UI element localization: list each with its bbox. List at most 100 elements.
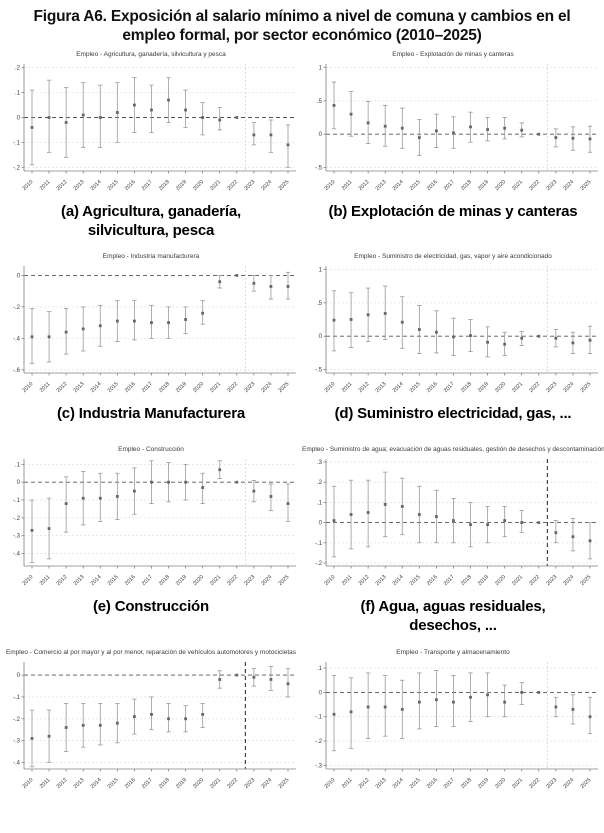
svg-text:0: 0 (17, 274, 21, 280)
svg-text:2012: 2012 (56, 574, 69, 587)
svg-text:2022: 2022 (528, 574, 541, 587)
svg-text:2025: 2025 (580, 179, 593, 192)
svg-text:-.2: -.2 (13, 717, 21, 723)
svg-text:2012: 2012 (56, 777, 69, 790)
svg-text:2010: 2010 (324, 777, 337, 790)
svg-text:0: 0 (319, 132, 323, 138)
svg-text:-.1: -.1 (13, 140, 21, 146)
svg-text:-.3: -.3 (315, 763, 323, 769)
svg-text:2015: 2015 (107, 179, 120, 192)
svg-text:2016: 2016 (124, 574, 137, 587)
svg-text:0: 0 (17, 115, 21, 121)
svg-text:-.5: -.5 (315, 165, 323, 171)
svg-text:-.2: -.2 (13, 305, 21, 311)
svg-text:2010: 2010 (22, 777, 35, 790)
svg-text:2019: 2019 (175, 777, 188, 790)
svg-text:2011: 2011 (39, 179, 52, 192)
panel-comercio: Empleo - Comercio al por mayor y al por … (0, 646, 302, 795)
svg-text:2019: 2019 (477, 179, 490, 192)
svg-text:-.1: -.1 (315, 714, 323, 720)
svg-text:-.4: -.4 (13, 337, 21, 343)
svg-text:.2: .2 (15, 65, 21, 71)
svg-text:2018: 2018 (460, 179, 473, 192)
svg-text:2013: 2013 (375, 179, 388, 192)
svg-text:2010: 2010 (324, 381, 337, 394)
svg-text:2019: 2019 (175, 179, 188, 192)
svg-text:2014: 2014 (392, 777, 405, 790)
svg-text:2021: 2021 (511, 777, 524, 790)
panel-agua: Empleo - Suministro de agua; evacuación … (302, 443, 604, 592)
plot-title-comercio: Empleo - Comercio al por mayor y al por … (5, 648, 297, 656)
svg-text:2014: 2014 (90, 381, 103, 394)
svg-text:0: 0 (319, 521, 323, 527)
svg-text:.1: .1 (317, 666, 323, 672)
svg-text:2024: 2024 (562, 179, 575, 192)
svg-text:2010: 2010 (324, 179, 337, 192)
svg-text:2025: 2025 (278, 381, 291, 394)
coef-plot-comercio: 0 -.1 -.2 -.3 -.4 2010 2011 2012 2013 2014 2015 201… (13, 661, 296, 790)
svg-text:2020: 2020 (192, 777, 205, 790)
plot-title-manufactura: Empleo - Industria manufacturera (102, 253, 200, 261)
figure-title: Figura A6. Exposición al salario mínimo … (0, 0, 604, 48)
svg-text:2011: 2011 (341, 179, 354, 192)
svg-text:2018: 2018 (460, 777, 473, 790)
svg-text:2020: 2020 (494, 777, 507, 790)
coef-plot-manufactura: 0 -.2 -.4 -.6 2010 2011 2012 2013 2014 2015 2016 20… (13, 266, 296, 394)
svg-text:2010: 2010 (22, 381, 35, 394)
svg-text:2020: 2020 (494, 381, 507, 394)
svg-text:2024: 2024 (260, 381, 273, 394)
svg-text:-.2: -.2 (13, 516, 21, 522)
svg-text:2024: 2024 (260, 179, 273, 192)
svg-text:2019: 2019 (175, 381, 188, 394)
plot-title-transporte: Empleo - Transporte y almacenamiento (396, 648, 510, 656)
plot-title-minas: Empleo - Explotación de minas y canteras (392, 50, 514, 58)
svg-text:-.4: -.4 (13, 552, 21, 558)
svg-text:2018: 2018 (158, 574, 171, 587)
svg-text:2017: 2017 (141, 381, 154, 394)
svg-text:2022: 2022 (226, 179, 239, 192)
svg-text:2022: 2022 (226, 381, 239, 394)
svg-text:2015: 2015 (409, 179, 422, 192)
svg-text:2024: 2024 (562, 574, 575, 587)
svg-text:2016: 2016 (124, 777, 137, 790)
svg-text:0: 0 (319, 690, 323, 696)
svg-text:2015: 2015 (409, 777, 422, 790)
svg-text:2012: 2012 (358, 179, 371, 192)
svg-text:2012: 2012 (56, 381, 69, 394)
svg-text:2022: 2022 (528, 777, 541, 790)
caption-manufactura: (c) Industria Manufacturera (57, 405, 245, 423)
svg-text:2023: 2023 (243, 381, 256, 394)
panel-agricultura: Empleo - Agricultura, ganadería, silvicu… (0, 48, 302, 197)
svg-text:2015: 2015 (409, 574, 422, 587)
caption-agua: (f) Agua, aguas residuales, desechos, ..… (360, 598, 546, 634)
svg-text:2013: 2013 (73, 381, 86, 394)
svg-text:2010: 2010 (22, 574, 35, 587)
svg-text:2015: 2015 (409, 381, 422, 394)
svg-text:2013: 2013 (375, 381, 388, 394)
svg-text:2025: 2025 (580, 777, 593, 790)
svg-text:2015: 2015 (107, 381, 120, 394)
svg-text:2017: 2017 (443, 381, 456, 394)
figure-title-text: Exposición al salario mínimo a nivel de … (106, 8, 571, 45)
coef-plot-construccion: .1 0 -.1 -.2 -.3 -.4 2010 2011 2012 2013 2014 2015 2… (13, 459, 296, 587)
svg-text:2015: 2015 (107, 574, 120, 587)
svg-text:2014: 2014 (392, 574, 405, 587)
svg-text:2017: 2017 (141, 777, 154, 790)
svg-text:2019: 2019 (477, 381, 490, 394)
svg-text:2014: 2014 (90, 574, 103, 587)
coef-plot-minas: 1 .5 0 -.5 2010 2011 2012 2013 2014 2015 2016 2017 2… (315, 63, 598, 192)
plot-title-electricidad: Empleo - Suministro de electricidad, gas… (354, 253, 552, 261)
caption-agricultura: (a) Agricultura, ganadería, silvicultura… (61, 202, 241, 239)
svg-text:0: 0 (17, 480, 21, 486)
svg-text:-.4: -.4 (13, 760, 21, 766)
panel-electricidad: Empleo - Suministro de electricidad, gas… (302, 250, 604, 399)
svg-text:2020: 2020 (192, 574, 205, 587)
svg-text:2013: 2013 (73, 777, 86, 790)
svg-text:2021: 2021 (209, 777, 222, 790)
svg-text:2014: 2014 (90, 777, 103, 790)
svg-text:.1: .1 (15, 90, 21, 96)
panel-transporte: Empleo - Transporte y almacenamiento .1 0… (302, 646, 604, 795)
svg-text:2014: 2014 (392, 179, 405, 192)
svg-text:2025: 2025 (278, 179, 291, 192)
svg-text:-.2: -.2 (315, 561, 323, 567)
